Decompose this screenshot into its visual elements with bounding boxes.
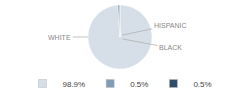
svg-text:BLACK: BLACK — [159, 44, 182, 51]
svg-text:0.5%: 0.5% — [130, 80, 148, 89]
svg-text:98.9%: 98.9% — [63, 80, 86, 89]
svg-text:HISPANIC: HISPANIC — [154, 22, 187, 29]
svg-text:WHITE: WHITE — [48, 34, 71, 41]
svg-text:0.5%: 0.5% — [193, 80, 211, 89]
